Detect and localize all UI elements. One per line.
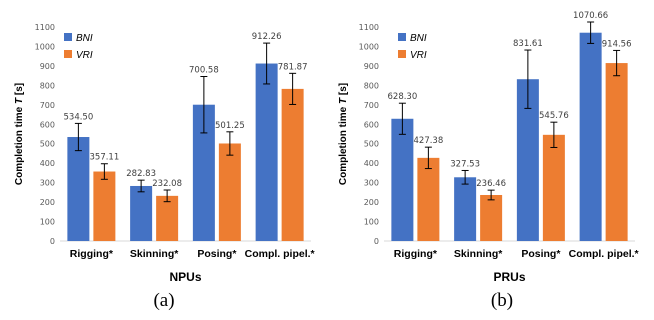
data-label: 282.83 xyxy=(126,169,156,179)
bar-bni-2 xyxy=(516,79,539,242)
x-tick-label: Skinning* xyxy=(130,248,179,260)
y-axis-title-unit: [s] xyxy=(14,83,25,98)
y-tick-label: 200 xyxy=(364,198,379,207)
data-label: 700.58 xyxy=(189,65,219,75)
bar-vri-1 xyxy=(156,195,179,241)
x-tick-label: Posing* xyxy=(521,248,561,260)
y-tick-label: 400 xyxy=(364,159,379,168)
legend-label-vri: VRI xyxy=(410,50,427,61)
data-label: 427.38 xyxy=(414,136,444,146)
data-label: 327.53 xyxy=(450,159,480,169)
x-axis-title: PRUs xyxy=(493,270,525,284)
data-label: 545.76 xyxy=(539,111,569,121)
y-tick-label: 0 xyxy=(50,237,55,246)
bar-vri-0 xyxy=(417,157,440,241)
caption-b: (b) xyxy=(490,290,514,311)
y-tick-label: 300 xyxy=(40,179,55,188)
chart-panel-prus: 0 100 200 300 400 500 600 700 800 900 1000 1100 Comp… xyxy=(327,0,654,320)
bar-bni-1 xyxy=(130,185,153,241)
y-tick-label: 100 xyxy=(40,218,55,227)
legend-label-vri: VRI xyxy=(76,50,93,61)
y-tick-label: 100 xyxy=(364,218,379,227)
legend-swatch-bni xyxy=(398,33,406,41)
bar-bni-1 xyxy=(454,177,477,241)
y-axis-title: Completion time T [s] xyxy=(14,83,25,185)
bar-vri-3 xyxy=(605,63,628,241)
y-tick-label: 1100 xyxy=(35,23,55,32)
data-label: 628.30 xyxy=(388,92,418,102)
chart-panel-npus: 0 100 200 300 400 500 600 700 800 900 1000 1100 Comp… xyxy=(14,23,316,311)
data-label: 236.46 xyxy=(476,179,506,189)
y-tick-label: 500 xyxy=(40,140,55,149)
chart-prus: 0 100 200 300 400 500 600 700 800 900 1000 1100 Comp… xyxy=(338,11,640,284)
y-tick-label: 800 xyxy=(364,81,379,90)
data-label: 912.26 xyxy=(252,32,282,42)
bar-bni-3 xyxy=(579,32,602,241)
y-tick-label: 600 xyxy=(40,120,55,129)
legend-label-bni: BNI xyxy=(410,33,427,44)
legend-swatch-vri xyxy=(64,50,72,58)
bar-vri-3 xyxy=(281,88,304,241)
y-tick-label: 400 xyxy=(40,159,55,168)
y-axis-title-unit: [s] xyxy=(338,83,349,98)
y-tick-label: 500 xyxy=(364,140,379,149)
y-tick-label: 200 xyxy=(40,198,55,207)
caption-a: (a) xyxy=(153,290,175,311)
bar-bni-0 xyxy=(67,137,90,241)
data-label: 914.56 xyxy=(602,39,632,49)
legend-swatch-bni xyxy=(64,33,72,41)
x-tick-label: Skinning* xyxy=(454,248,503,260)
y-axis-title-text: Completion time xyxy=(14,104,25,185)
y-tick-label: 600 xyxy=(364,120,379,129)
y-tick-label: 700 xyxy=(364,101,379,110)
data-label: 501.25 xyxy=(215,121,245,131)
y-tick-label: 900 xyxy=(40,62,55,71)
legend-swatch-vri xyxy=(398,50,406,58)
bar-vri-0 xyxy=(93,171,116,241)
y-axis-title-variable: T xyxy=(338,97,349,104)
data-label: 357.11 xyxy=(90,153,120,163)
y-tick-label: 300 xyxy=(364,179,379,188)
legend-label-bni: BNI xyxy=(76,33,93,44)
y-axis-title: Completion time T [s] xyxy=(338,83,349,185)
y-tick-label: 900 xyxy=(364,62,379,71)
chart-npus: 0 100 200 300 400 500 600 700 800 900 1000 1100 Comp… xyxy=(14,23,316,284)
bar-bni-0 xyxy=(391,118,414,241)
y-tick-label: 800 xyxy=(40,81,55,90)
y-tick-label: 1000 xyxy=(359,42,379,51)
bar-vri-2 xyxy=(542,134,565,241)
data-label: 1070.66 xyxy=(573,11,608,21)
x-tick-label: Compl. pipel.* xyxy=(569,248,640,260)
x-tick-label: Rigging* xyxy=(70,248,114,260)
bar-bni-3 xyxy=(255,63,278,242)
y-axis-title-variable: T xyxy=(14,97,25,104)
data-label: 534.50 xyxy=(64,112,94,122)
y-tick-label: 1100 xyxy=(359,23,379,32)
y-tick-label: 700 xyxy=(40,101,55,110)
x-axis-title: NPUs xyxy=(169,270,201,284)
y-tick-label: 0 xyxy=(374,237,379,246)
x-tick-label: Compl. pipel.* xyxy=(245,248,316,260)
bar-vri-2 xyxy=(218,143,241,241)
y-tick-label: 1000 xyxy=(35,42,55,51)
bar-bni-2 xyxy=(192,104,215,241)
bar-vri-1 xyxy=(480,194,503,241)
y-axis-title-text: Completion time xyxy=(338,104,349,185)
x-tick-label: Posing* xyxy=(197,248,237,260)
data-label: 781.87 xyxy=(278,62,308,72)
data-label: 831.61 xyxy=(513,39,543,49)
data-label: 232.08 xyxy=(152,179,182,189)
x-tick-label: Rigging* xyxy=(394,248,438,260)
